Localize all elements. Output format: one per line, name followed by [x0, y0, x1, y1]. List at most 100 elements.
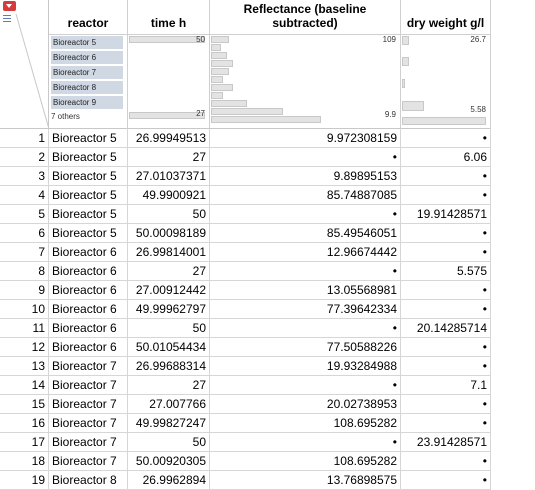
row-number[interactable]: 15 — [0, 395, 49, 414]
row-number[interactable]: 18 — [0, 452, 49, 471]
reflectance-cell[interactable]: 9.972308159 — [210, 129, 401, 148]
dry-weight-cell[interactable]: 23.91428571 — [401, 433, 491, 452]
table-row[interactable]: 10 Bioreactor 6 49.99962797 77.39642334 • — [0, 300, 535, 319]
time-cell[interactable]: 27 — [128, 376, 210, 395]
time-cell[interactable]: 26.9962894 — [128, 471, 210, 490]
time-cell[interactable]: 50 — [128, 319, 210, 338]
reactor-cell[interactable]: Bioreactor 5 — [49, 205, 128, 224]
time-cell[interactable]: 50.00920305 — [128, 452, 210, 471]
reflectance-cell[interactable]: • — [210, 262, 401, 281]
reflectance-cell[interactable]: 13.05568981 — [210, 281, 401, 300]
row-number[interactable]: 3 — [0, 167, 49, 186]
row-number[interactable]: 6 — [0, 224, 49, 243]
dry-weight-cell[interactable]: • — [401, 395, 491, 414]
row-number[interactable]: 2 — [0, 148, 49, 167]
reactor-cell[interactable]: Bioreactor 7 — [49, 452, 128, 471]
table-row[interactable]: 7 Bioreactor 6 26.99814001 12.96674442 • — [0, 243, 535, 262]
row-number[interactable]: 5 — [0, 205, 49, 224]
red-triangle-menu-icon[interactable] — [3, 1, 16, 11]
time-cell[interactable]: 26.99688314 — [128, 357, 210, 376]
reactor-cell[interactable]: Bioreactor 5 — [49, 224, 128, 243]
reactor-cell[interactable]: Bioreactor 6 — [49, 319, 128, 338]
dry-weight-cell[interactable]: • — [401, 471, 491, 490]
dry-weight-cell[interactable]: • — [401, 357, 491, 376]
table-row[interactable]: 1 Bioreactor 5 26.99949513 9.972308159 • — [0, 129, 535, 148]
reflectance-cell[interactable]: • — [210, 319, 401, 338]
reflectance-cell[interactable]: • — [210, 376, 401, 395]
table-row[interactable]: 14 Bioreactor 7 27 • 7.1 — [0, 376, 535, 395]
table-row[interactable]: 16 Bioreactor 7 49.99827247 108.695282 • — [0, 414, 535, 433]
dry-weight-cell[interactable]: • — [401, 129, 491, 148]
reactor-cell[interactable]: Bioreactor 5 — [49, 129, 128, 148]
table-row[interactable]: 17 Bioreactor 7 50 • 23.91428571 — [0, 433, 535, 452]
reflectance-cell[interactable]: 19.93284988 — [210, 357, 401, 376]
dry-weight-cell[interactable]: • — [401, 338, 491, 357]
reflectance-cell[interactable]: 108.695282 — [210, 452, 401, 471]
table-row[interactable]: 6 Bioreactor 5 50.00098189 85.49546051 • — [0, 224, 535, 243]
reactor-cell[interactable]: Bioreactor 6 — [49, 243, 128, 262]
time-cell[interactable]: 26.99814001 — [128, 243, 210, 262]
row-number[interactable]: 16 — [0, 414, 49, 433]
column-header-reactor[interactable]: reactor — [49, 0, 128, 35]
time-cell[interactable]: 27.007766 — [128, 395, 210, 414]
reactor-cell[interactable]: Bioreactor 6 — [49, 262, 128, 281]
reflectance-cell[interactable]: 85.74887085 — [210, 186, 401, 205]
reactor-cell[interactable]: Bioreactor 5 — [49, 167, 128, 186]
reflectance-cell[interactable]: 13.76898575 — [210, 471, 401, 490]
reactor-cell[interactable]: Bioreactor 5 — [49, 186, 128, 205]
reactor-cell[interactable]: Bioreactor 6 — [49, 281, 128, 300]
dry-weight-cell[interactable]: • — [401, 243, 491, 262]
row-number[interactable]: 7 — [0, 243, 49, 262]
time-cell[interactable]: 27 — [128, 148, 210, 167]
reactor-cell[interactable]: Bioreactor 7 — [49, 414, 128, 433]
dry-weight-cell[interactable]: 19.91428571 — [401, 205, 491, 224]
reflectance-cell[interactable]: 77.50588226 — [210, 338, 401, 357]
reactor-cell[interactable]: Bioreactor 7 — [49, 357, 128, 376]
dry-weight-cell[interactable]: • — [401, 281, 491, 300]
reactor-cell[interactable]: Bioreactor 6 — [49, 300, 128, 319]
dry-weight-cell[interactable]: 5.575 — [401, 262, 491, 281]
dry-weight-cell[interactable]: • — [401, 300, 491, 319]
column-header-dry-weight[interactable]: dry weight g/l — [401, 0, 491, 35]
reactor-cell[interactable]: Bioreactor 6 — [49, 338, 128, 357]
row-number[interactable]: 19 — [0, 471, 49, 490]
dry-weight-cell[interactable]: • — [401, 452, 491, 471]
reflectance-cell[interactable]: • — [210, 433, 401, 452]
time-cell[interactable]: 50.01054434 — [128, 338, 210, 357]
time-cell[interactable]: 27 — [128, 262, 210, 281]
reactor-cell[interactable]: Bioreactor 7 — [49, 433, 128, 452]
table-row[interactable]: 18 Bioreactor 7 50.00920305 108.695282 • — [0, 452, 535, 471]
table-row[interactable]: 4 Bioreactor 5 49.9900921 85.74887085 • — [0, 186, 535, 205]
row-number[interactable]: 17 — [0, 433, 49, 452]
table-row[interactable]: 12 Bioreactor 6 50.01054434 77.50588226 • — [0, 338, 535, 357]
dry-weight-cell[interactable]: 6.06 — [401, 148, 491, 167]
dry-weight-cell[interactable]: • — [401, 167, 491, 186]
table-row[interactable]: 11 Bioreactor 6 50 • 20.14285714 — [0, 319, 535, 338]
reflectance-cell[interactable]: • — [210, 148, 401, 167]
row-number[interactable]: 8 — [0, 262, 49, 281]
reflectance-cell[interactable]: 77.39642334 — [210, 300, 401, 319]
time-cell[interactable]: 27.00912442 — [128, 281, 210, 300]
time-cell[interactable]: 27.01037371 — [128, 167, 210, 186]
time-cell[interactable]: 49.99962797 — [128, 300, 210, 319]
reflectance-cell[interactable]: 85.49546051 — [210, 224, 401, 243]
table-row[interactable]: 3 Bioreactor 5 27.01037371 9.89895153 • — [0, 167, 535, 186]
reflectance-cell[interactable]: 20.02738953 — [210, 395, 401, 414]
dry-weight-cell[interactable]: 20.14285714 — [401, 319, 491, 338]
reflectance-cell[interactable]: • — [210, 205, 401, 224]
time-cell[interactable]: 49.99827247 — [128, 414, 210, 433]
table-row[interactable]: 19 Bioreactor 8 26.9962894 13.76898575 • — [0, 471, 535, 490]
dry-weight-cell[interactable]: 7.1 — [401, 376, 491, 395]
row-number[interactable]: 1 — [0, 129, 49, 148]
dry-weight-cell[interactable]: • — [401, 414, 491, 433]
time-cell[interactable]: 50.00098189 — [128, 224, 210, 243]
column-header-time[interactable]: time h — [128, 0, 210, 35]
row-number[interactable]: 4 — [0, 186, 49, 205]
row-number[interactable]: 14 — [0, 376, 49, 395]
reactor-cell[interactable]: Bioreactor 8 — [49, 471, 128, 490]
table-row[interactable]: 15 Bioreactor 7 27.007766 20.02738953 • — [0, 395, 535, 414]
row-number[interactable]: 13 — [0, 357, 49, 376]
reactor-cell[interactable]: Bioreactor 7 — [49, 376, 128, 395]
row-number[interactable]: 10 — [0, 300, 49, 319]
table-row[interactable]: 2 Bioreactor 5 27 • 6.06 — [0, 148, 535, 167]
